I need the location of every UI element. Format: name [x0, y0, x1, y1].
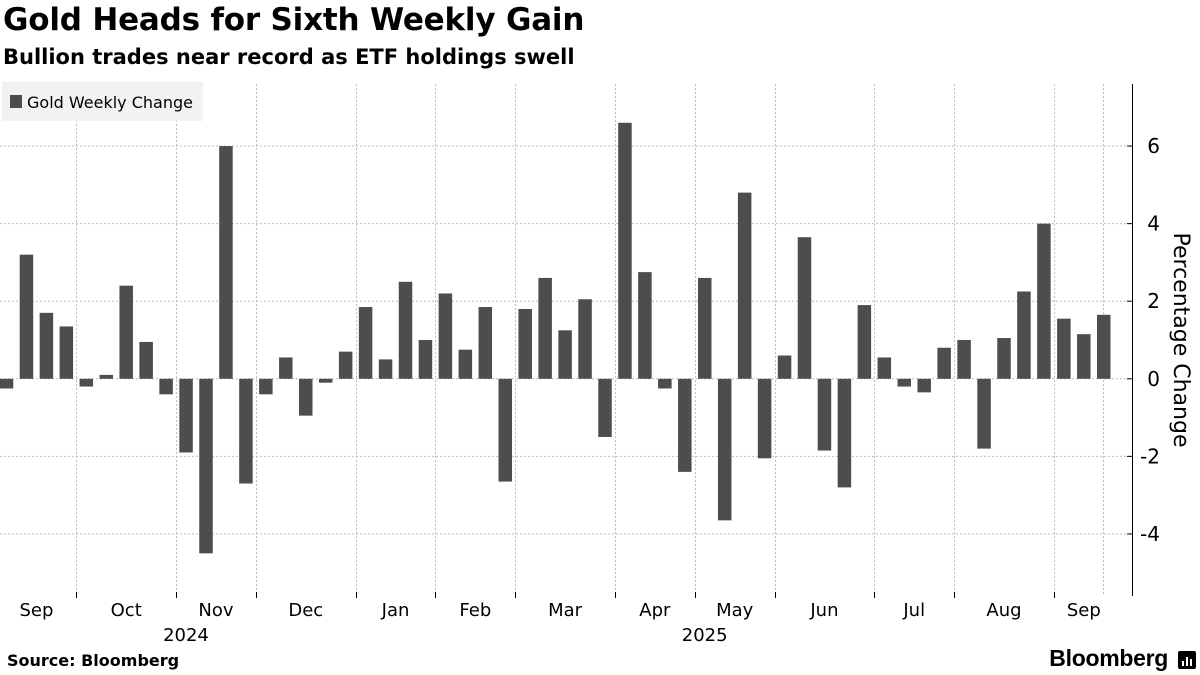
bar	[19, 254, 34, 379]
bar	[219, 146, 233, 379]
axes: -4 -2 0 2 4 6 Percentage Change Sep Oct Nov Dec Jan…	[19, 84, 1193, 646]
bar	[418, 340, 433, 379]
bar	[518, 308, 532, 379]
bar	[199, 378, 213, 554]
bar	[558, 330, 572, 379]
bar	[538, 277, 552, 379]
legend-label: Gold Weekly Change	[27, 93, 193, 112]
bar	[99, 374, 113, 379]
bar	[658, 378, 672, 389]
bar	[957, 340, 971, 379]
bar	[717, 378, 732, 521]
bar	[618, 122, 632, 379]
bar	[398, 281, 413, 379]
bar	[777, 355, 792, 379]
bar	[438, 293, 453, 379]
bar	[139, 341, 153, 379]
y-axis-title: Percentage Change	[1168, 233, 1193, 448]
x-tick-label: Apr	[639, 600, 671, 621]
y-tick-label: 4	[1147, 212, 1160, 236]
bar	[79, 378, 94, 387]
bar	[837, 378, 852, 488]
bar	[179, 378, 193, 453]
bar	[1097, 314, 1111, 379]
bar	[857, 305, 872, 379]
bar	[598, 378, 612, 437]
x-tick-label: Nov	[198, 600, 233, 621]
bar	[698, 277, 712, 379]
bar	[318, 378, 333, 383]
x-tick-label: Sep	[19, 600, 53, 621]
bar	[0, 378, 14, 389]
legend-box	[2, 82, 203, 121]
bar	[59, 326, 74, 379]
bar	[159, 378, 173, 395]
legend: Gold Weekly Change	[2, 82, 203, 121]
x-tick-label: Jun	[809, 600, 838, 621]
x-tick-label: May	[716, 600, 754, 621]
x-tick-label: Jul	[902, 600, 925, 621]
bar	[338, 351, 353, 379]
year-label: 2025	[682, 625, 728, 646]
bar	[498, 378, 512, 482]
x-tick-label: Mar	[548, 600, 583, 621]
bar	[737, 192, 752, 379]
bar	[678, 378, 692, 472]
bar	[578, 299, 592, 379]
bar	[358, 307, 373, 379]
bar	[638, 272, 652, 379]
chart-subtitle: Bullion trades near record as ETF holdin…	[3, 45, 575, 69]
bar	[1017, 291, 1031, 379]
bar	[937, 347, 951, 379]
y-tick-label: 2	[1147, 289, 1160, 313]
x-tick-label: Oct	[111, 600, 142, 621]
bar	[1077, 334, 1091, 379]
gridlines	[0, 84, 1132, 596]
x-tick-label: Feb	[459, 600, 491, 621]
bar	[797, 237, 812, 379]
year-label: 2024	[163, 625, 209, 646]
bar	[119, 285, 133, 379]
bar	[757, 378, 772, 459]
bar	[239, 378, 253, 484]
bar	[877, 357, 892, 379]
bar	[458, 349, 473, 379]
bar	[917, 378, 931, 393]
bar	[259, 378, 273, 395]
bar	[478, 307, 493, 379]
bar	[1037, 223, 1051, 379]
bar	[817, 378, 832, 451]
y-tick-label: 0	[1147, 367, 1160, 391]
bar	[977, 378, 991, 449]
y-tick-label: -2	[1140, 444, 1160, 468]
y-tick-label: 6	[1147, 134, 1160, 158]
bars	[0, 122, 1111, 554]
bloomberg-logo: Bloomberg	[1049, 645, 1168, 671]
bar	[897, 378, 911, 387]
x-tick-label: Aug	[986, 600, 1021, 621]
x-tick-label: Jan	[381, 600, 410, 621]
bar	[997, 338, 1011, 379]
bar	[1057, 318, 1071, 379]
x-tick-label: Sep	[1067, 600, 1101, 621]
chart-title: Gold Heads for Sixth Weekly Gain	[3, 2, 585, 38]
bar-chart-icon	[1178, 651, 1196, 669]
bar	[299, 378, 313, 416]
source-note: Source: Bloomberg	[7, 651, 180, 670]
legend-swatch	[10, 95, 22, 108]
x-tick-label: Dec	[288, 600, 323, 621]
bar	[378, 359, 393, 379]
y-tick-label: -4	[1140, 522, 1160, 546]
bar	[39, 312, 54, 379]
bar	[279, 357, 293, 379]
